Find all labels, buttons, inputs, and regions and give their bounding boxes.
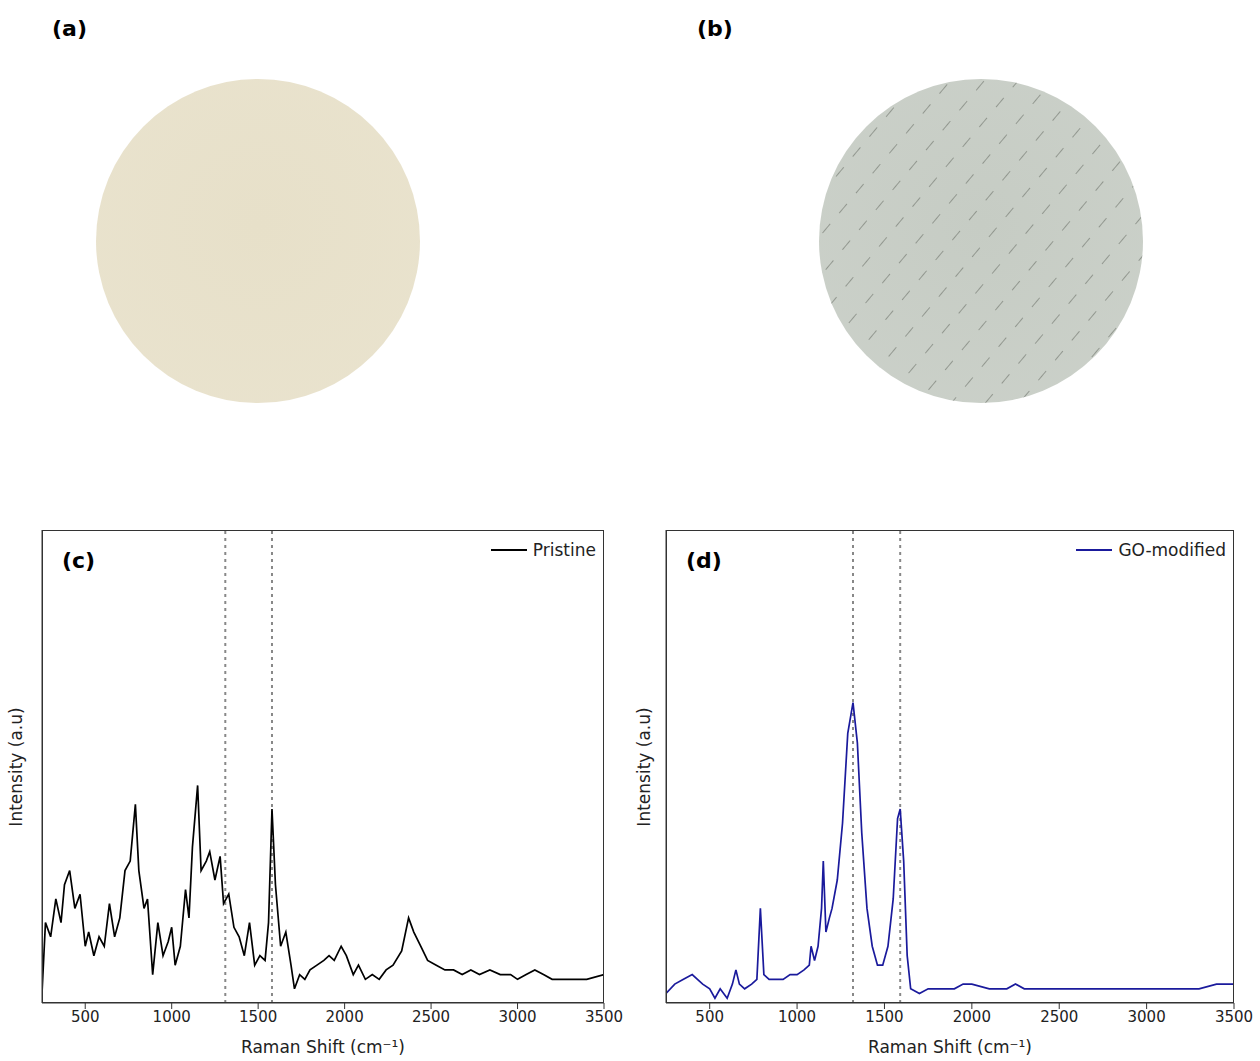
html-text:(d): (d) [686,548,722,573]
html-text:Pristine: Pristine [532,540,596,560]
svg-text:2500: 2500 [412,1008,450,1026]
svg-text:1000: 1000 [778,1008,816,1026]
svg-text:1000: 1000 [153,1008,191,1026]
svg-text:2000: 2000 [953,1008,991,1026]
html-text:Intensity (a.u): Intensity (a.u) [634,706,654,827]
html-text:(c): (c) [62,548,96,573]
html-text:Intensity (a.u): Intensity (a.u) [6,706,26,827]
html-text:GO-modified: GO-modified [1118,540,1226,560]
svg-text:Raman Shift (cm⁻¹): Raman Shift (cm⁻¹) [241,1037,405,1057]
svg-text:2500: 2500 [1040,1008,1078,1026]
svg-text:500: 500 [71,1008,100,1026]
svg-text:3000: 3000 [498,1008,536,1026]
svg-text:3500: 3500 [1215,1008,1253,1026]
html-text:(b): (b) [697,16,733,41]
svg-text:3000: 3000 [1128,1008,1166,1026]
html-text:(a): (a) [52,16,87,41]
svg-text:Raman Shift (cm⁻¹): Raman Shift (cm⁻¹) [868,1037,1032,1057]
svg-text:3500: 3500 [585,1008,623,1026]
svg-text:2000: 2000 [326,1008,364,1026]
svg-text:500: 500 [695,1008,724,1026]
svg-text:1500: 1500 [239,1008,277,1026]
svg-text:1500: 1500 [865,1008,903,1026]
